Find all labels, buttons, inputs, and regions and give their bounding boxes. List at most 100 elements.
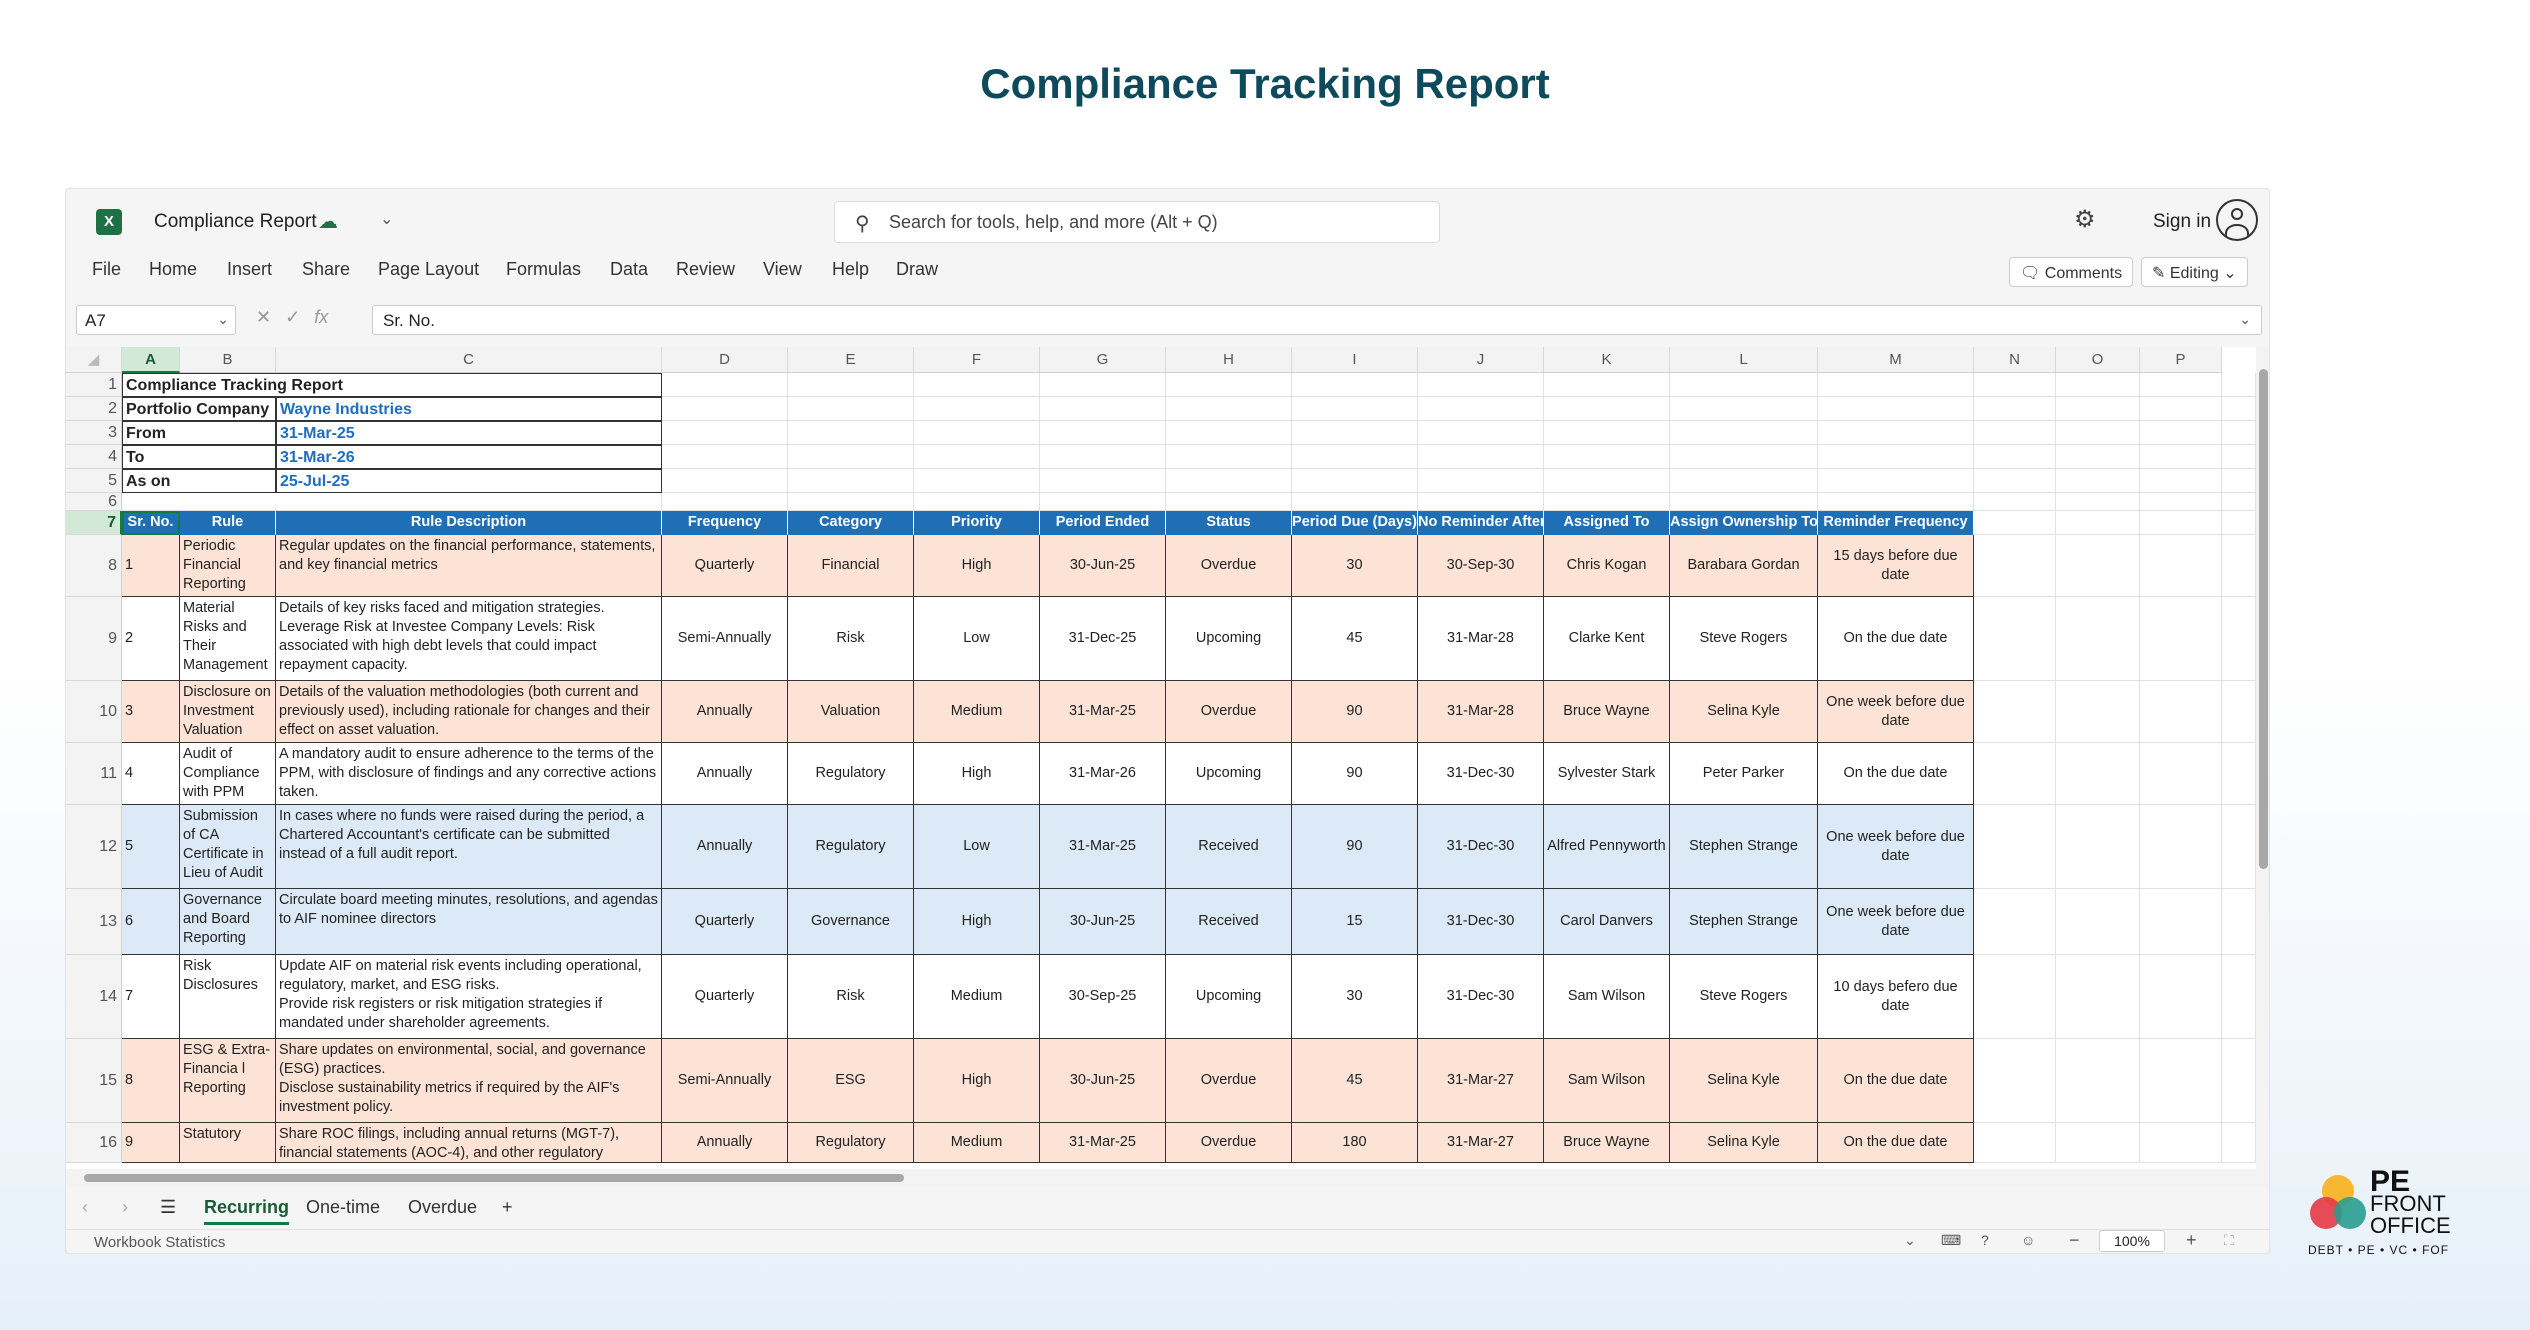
empty-cell[interactable]	[2056, 889, 2140, 955]
table-header-cell[interactable]: Reminder Frequency	[1818, 511, 1974, 535]
cell-reminder[interactable]: On the due date	[1818, 597, 1974, 681]
column-header-n[interactable]: N	[1974, 347, 2056, 373]
empty-cell[interactable]	[662, 445, 788, 469]
empty-cell[interactable]	[1974, 955, 2056, 1039]
empty-cell[interactable]	[2056, 397, 2140, 421]
empty-cell[interactable]	[2222, 373, 2256, 397]
table-header-cell[interactable]: Assigned To	[1544, 511, 1670, 535]
empty-cell[interactable]	[662, 493, 788, 511]
empty-cell[interactable]	[2140, 535, 2222, 597]
cell-owner[interactable]: Barabara Gordan	[1670, 535, 1818, 597]
empty-cell[interactable]	[2056, 445, 2140, 469]
empty-cell[interactable]	[2222, 805, 2256, 889]
empty-cell[interactable]	[2222, 445, 2256, 469]
empty-cell[interactable]	[1974, 511, 2056, 535]
empty-cell[interactable]	[1818, 445, 1974, 469]
cell-rule[interactable]: Governance and Board Reporting	[180, 889, 276, 955]
empty-cell[interactable]	[2222, 421, 2256, 445]
cell-priority[interactable]: High	[914, 889, 1040, 955]
empty-cell[interactable]	[2140, 397, 2222, 421]
cell-status[interactable]: Upcoming	[1166, 743, 1292, 805]
empty-cell[interactable]	[2140, 805, 2222, 889]
empty-cell[interactable]	[2140, 1039, 2222, 1123]
empty-cell[interactable]	[2222, 397, 2256, 421]
cell-owner[interactable]: Selina Kyle	[1670, 1123, 1818, 1163]
empty-cell[interactable]	[2140, 889, 2222, 955]
empty-cell[interactable]	[1670, 397, 1818, 421]
empty-cell[interactable]	[1418, 421, 1544, 445]
cell-assigned[interactable]: Sam Wilson	[1544, 1039, 1670, 1123]
cell-no-reminder[interactable]: 31-Mar-28	[1418, 597, 1544, 681]
empty-cell[interactable]	[1974, 493, 2056, 511]
cell-rule[interactable]: Disclosure on Investment Valuation	[180, 681, 276, 743]
cell-assigned[interactable]: Alfred Pennyworth	[1544, 805, 1670, 889]
zoom-out-icon[interactable]: −	[2069, 1230, 2080, 1250]
row-header[interactable]: 3	[66, 421, 122, 445]
cell-period-ended[interactable]: 31-Mar-25	[1040, 681, 1166, 743]
info-label-cell[interactable]: As on	[122, 469, 276, 493]
cell-period-ended[interactable]: 30-Jun-25	[1040, 535, 1166, 597]
table-header-cell[interactable]: Rule Description	[276, 511, 662, 535]
table-header-cell[interactable]: Assign Ownership To	[1670, 511, 1818, 535]
cell-frequency[interactable]: Annually	[662, 743, 788, 805]
cell-frequency[interactable]: Quarterly	[662, 955, 788, 1039]
empty-cell[interactable]	[1544, 469, 1670, 493]
empty-cell[interactable]	[1818, 421, 1974, 445]
cell-category[interactable]: Financial	[788, 535, 914, 597]
empty-cell[interactable]	[2056, 805, 2140, 889]
info-label-cell[interactable]: To	[122, 445, 276, 469]
cell-rule[interactable]: ESG & Extra-Financia l Reporting	[180, 1039, 276, 1123]
row-header[interactable]: 7	[66, 511, 122, 535]
menu-data[interactable]: Data	[610, 259, 649, 279]
empty-cell[interactable]	[662, 373, 788, 397]
empty-cell[interactable]	[1040, 373, 1166, 397]
empty-cell[interactable]	[2140, 681, 2222, 743]
function-icon[interactable]: fx	[314, 307, 329, 327]
column-header-e[interactable]: E	[788, 347, 914, 373]
menu-draw[interactable]: Draw	[896, 259, 939, 279]
empty-cell[interactable]	[1544, 421, 1670, 445]
search-box[interactable]: ⚲	[834, 201, 1440, 243]
cell-assigned[interactable]: Bruce Wayne	[1544, 681, 1670, 743]
empty-cell[interactable]	[1166, 493, 1292, 511]
cell-rule[interactable]: Periodic Financial Reporting	[180, 535, 276, 597]
cell-category[interactable]: Regulatory	[788, 743, 914, 805]
empty-cell[interactable]	[2056, 955, 2140, 1039]
empty-cell[interactable]	[2056, 535, 2140, 597]
cell-status[interactable]: Received	[1166, 889, 1292, 955]
cell-status[interactable]: Received	[1166, 805, 1292, 889]
empty-cell[interactable]	[2222, 889, 2256, 955]
cell-period-ended[interactable]: 31-Mar-26	[1040, 743, 1166, 805]
empty-cell[interactable]	[2222, 955, 2256, 1039]
table-header-cell[interactable]: Period Due (Days)	[1292, 511, 1418, 535]
empty-cell[interactable]	[914, 469, 1040, 493]
cell-desc[interactable]: Regular updates on the financial perform…	[276, 535, 662, 597]
column-header-j[interactable]: J	[1418, 347, 1544, 373]
column-header-a[interactable]: A	[122, 347, 180, 373]
cell-due-days[interactable]: 90	[1292, 805, 1418, 889]
cell-no-reminder[interactable]: 31-Dec-30	[1418, 743, 1544, 805]
empty-cell[interactable]	[1974, 535, 2056, 597]
cell-owner[interactable]: Steve Rogers	[1670, 597, 1818, 681]
empty-cell[interactable]	[1974, 1039, 2056, 1123]
empty-cell[interactable]	[662, 421, 788, 445]
row-header[interactable]: 11	[66, 743, 122, 805]
empty-cell[interactable]	[1670, 493, 1818, 511]
empty-cell[interactable]	[1166, 397, 1292, 421]
cell-priority[interactable]: High	[914, 743, 1040, 805]
empty-cell[interactable]	[662, 469, 788, 493]
row-header[interactable]: 16	[66, 1123, 122, 1163]
empty-cell[interactable]	[2222, 1123, 2256, 1163]
fullscreen-icon[interactable]: ⛶	[2224, 1232, 2234, 1248]
cell-priority[interactable]: Low	[914, 805, 1040, 889]
column-header-i[interactable]: I	[1292, 347, 1418, 373]
empty-cell[interactable]	[1670, 445, 1818, 469]
cell-assigned[interactable]: Carol Danvers	[1544, 889, 1670, 955]
table-header-cell[interactable]: Status	[1166, 511, 1292, 535]
empty-cell[interactable]	[2056, 1039, 2140, 1123]
cell-sr[interactable]: 4	[122, 743, 180, 805]
empty-cell[interactable]	[1292, 445, 1418, 469]
empty-cell[interactable]	[1292, 397, 1418, 421]
cell-status[interactable]: Upcoming	[1166, 955, 1292, 1039]
empty-cell[interactable]	[2056, 469, 2140, 493]
